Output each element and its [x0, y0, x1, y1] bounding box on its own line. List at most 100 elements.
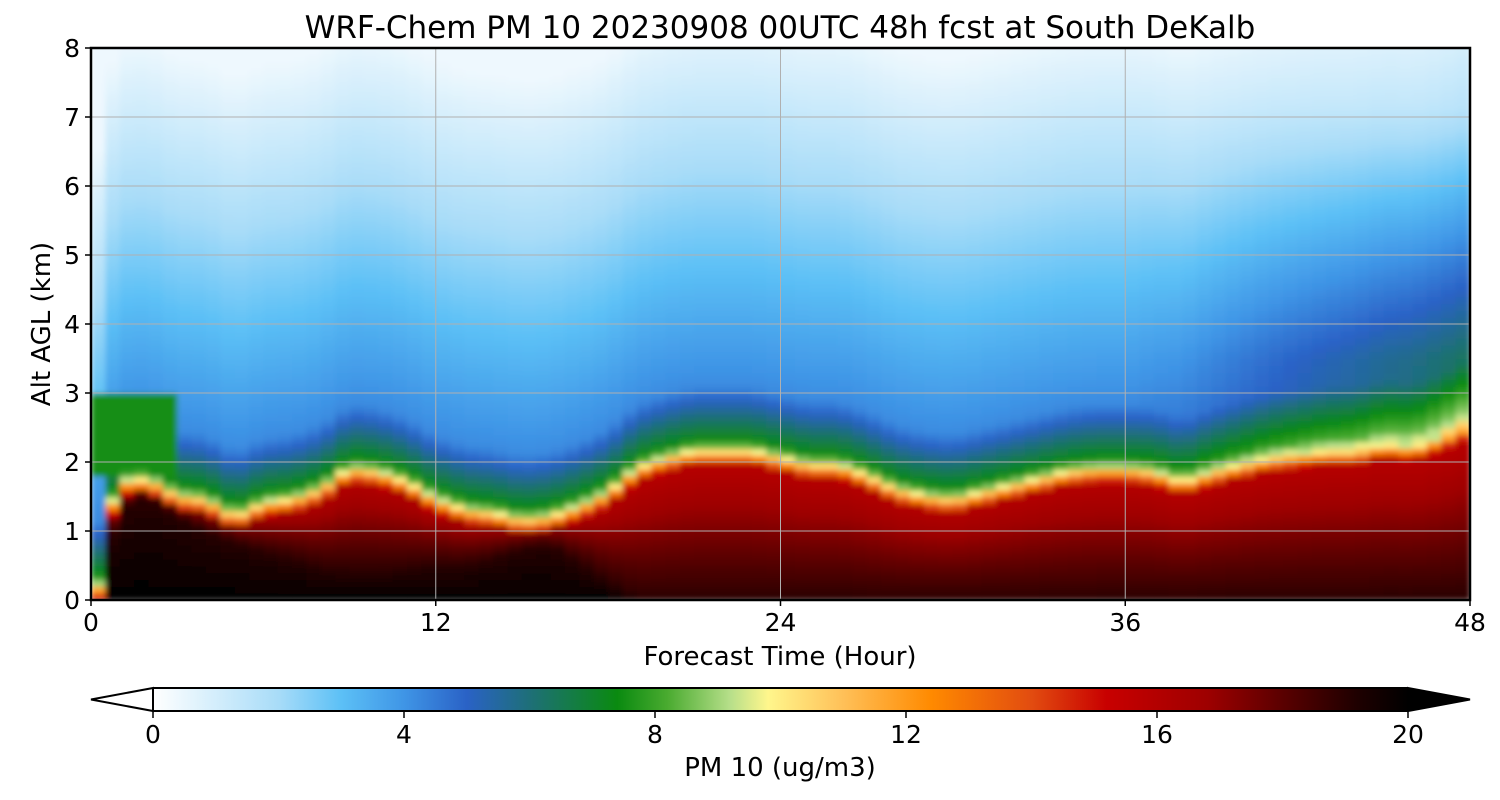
field-cell — [708, 268, 724, 277]
field-cell — [407, 68, 423, 77]
field-cell — [464, 151, 480, 160]
field-cell — [924, 54, 940, 63]
field-cell — [809, 413, 825, 422]
field-cell — [450, 386, 466, 394]
field-cell — [234, 268, 250, 277]
field-cell — [550, 448, 566, 456]
field-cell — [737, 441, 753, 449]
field-cell — [234, 303, 250, 311]
field-cell — [478, 68, 494, 77]
field-cell — [665, 317, 681, 325]
field-cell — [622, 531, 638, 539]
field-cell — [464, 82, 480, 91]
field-cell — [450, 255, 466, 263]
field-cell — [751, 220, 767, 229]
field-cell — [852, 48, 868, 56]
field-cell — [579, 420, 595, 429]
field-cell — [909, 448, 925, 456]
field-cell — [435, 517, 451, 525]
field-cell — [679, 186, 696, 194]
field-cell — [234, 379, 250, 387]
field-cell — [651, 68, 667, 77]
field-cell — [162, 565, 178, 574]
field-cell — [191, 61, 207, 70]
field-cell — [421, 399, 437, 408]
field-cell — [134, 372, 150, 380]
field-cell — [349, 496, 365, 505]
field-cell — [938, 579, 954, 587]
field-cell — [823, 227, 839, 236]
field-cell — [407, 358, 423, 367]
field-cell — [464, 427, 480, 436]
field-cell — [191, 531, 207, 539]
field-cell — [507, 434, 523, 443]
field-cell — [780, 462, 796, 470]
field-cell — [378, 503, 394, 512]
field-cell — [392, 586, 408, 594]
field-cell — [866, 344, 882, 353]
field-cell — [421, 337, 437, 346]
field-cell — [119, 310, 135, 318]
field-cell — [435, 330, 451, 339]
field-cell — [277, 544, 293, 553]
field-cell — [464, 324, 480, 332]
field-cell — [435, 455, 451, 463]
field-cell — [952, 544, 969, 553]
field-cell — [694, 544, 710, 553]
field-cell — [837, 482, 854, 491]
field-cell — [866, 137, 882, 146]
field-cell — [464, 351, 480, 360]
field-cell — [306, 172, 322, 180]
field-cell — [450, 54, 466, 63]
field-cell — [852, 296, 868, 305]
field-cell — [335, 399, 351, 408]
field-cell — [363, 517, 380, 525]
field-cell — [507, 510, 523, 518]
field-cell — [751, 531, 767, 539]
field-cell — [306, 565, 322, 574]
field-cell — [392, 317, 408, 325]
field-cell — [723, 289, 739, 298]
field-cell — [651, 89, 667, 98]
field-cell — [924, 503, 940, 512]
field-cell — [823, 241, 839, 249]
field-cell — [91, 303, 107, 311]
field-cell — [134, 572, 150, 581]
field-cell — [105, 275, 121, 284]
field-cell — [478, 468, 494, 477]
field-cell — [220, 75, 236, 84]
field-cell — [507, 496, 523, 505]
field-cell — [205, 489, 222, 498]
field-cell — [464, 551, 480, 560]
field-cell — [679, 89, 696, 98]
field-cell — [119, 503, 135, 512]
field-cell — [177, 572, 193, 581]
field-cell — [608, 61, 624, 70]
field-cell — [952, 379, 969, 387]
field-cell — [407, 517, 423, 525]
field-cell — [780, 179, 796, 187]
field-cell — [723, 579, 739, 587]
field-cell — [148, 386, 164, 394]
field-cell — [766, 572, 782, 581]
field-cell — [751, 206, 767, 215]
field-cell — [909, 531, 925, 539]
field-cell — [335, 220, 351, 229]
field-cell — [550, 434, 566, 443]
field-cell — [751, 130, 767, 139]
field-cell — [909, 475, 925, 484]
field-cell — [967, 510, 983, 518]
field-cell — [737, 565, 753, 574]
field-cell — [162, 75, 178, 84]
field-cell — [708, 75, 724, 84]
field-cell — [608, 365, 624, 374]
field-cell — [234, 406, 250, 415]
field-cell — [780, 96, 796, 104]
field-cell — [536, 192, 552, 201]
field-cell — [220, 158, 236, 167]
field-cell — [550, 372, 566, 380]
field-cell — [952, 531, 969, 539]
field-cell — [723, 261, 739, 270]
field-cell — [277, 593, 293, 600]
field-cell — [938, 158, 954, 167]
